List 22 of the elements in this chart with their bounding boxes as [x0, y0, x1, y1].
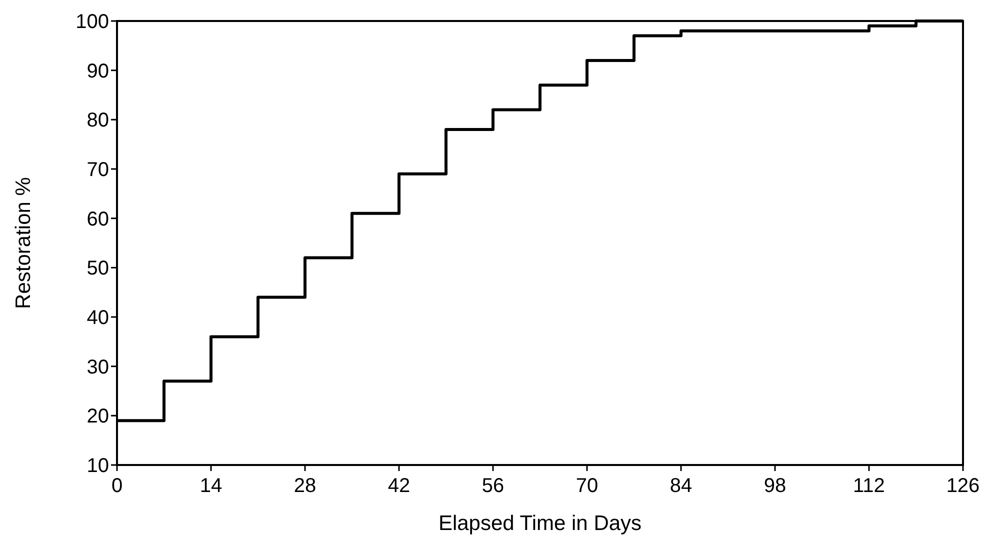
y-tick-label: 30	[86, 356, 109, 378]
y-tick-label: 40	[86, 307, 109, 329]
x-tick-label: 0	[111, 475, 123, 497]
x-tick-label: 98	[764, 475, 786, 497]
y-tick-label: 20	[86, 406, 109, 428]
x-axis-title: Elapsed Time in Days	[438, 512, 642, 535]
y-tick-label: 60	[86, 208, 109, 230]
y-tick-label: 50	[86, 258, 109, 280]
y-tick-label: 70	[86, 159, 109, 181]
x-tick-label: 70	[576, 475, 598, 497]
x-tick-label: 84	[670, 475, 692, 497]
y-tick-label: 10	[86, 455, 109, 477]
x-tick-label: 56	[482, 475, 504, 497]
x-tick-label: 14	[200, 475, 222, 497]
x-tick-label: 42	[388, 475, 410, 497]
y-tick-label: 80	[86, 110, 109, 132]
y-tick-label: 90	[86, 60, 109, 82]
y-axis-title: Restoration %	[12, 177, 35, 309]
y-tick-label: 100	[76, 11, 109, 33]
x-tick-label: 28	[294, 475, 316, 497]
x-tick-label: 126	[946, 475, 980, 497]
x-tick-label: 112	[853, 475, 885, 497]
